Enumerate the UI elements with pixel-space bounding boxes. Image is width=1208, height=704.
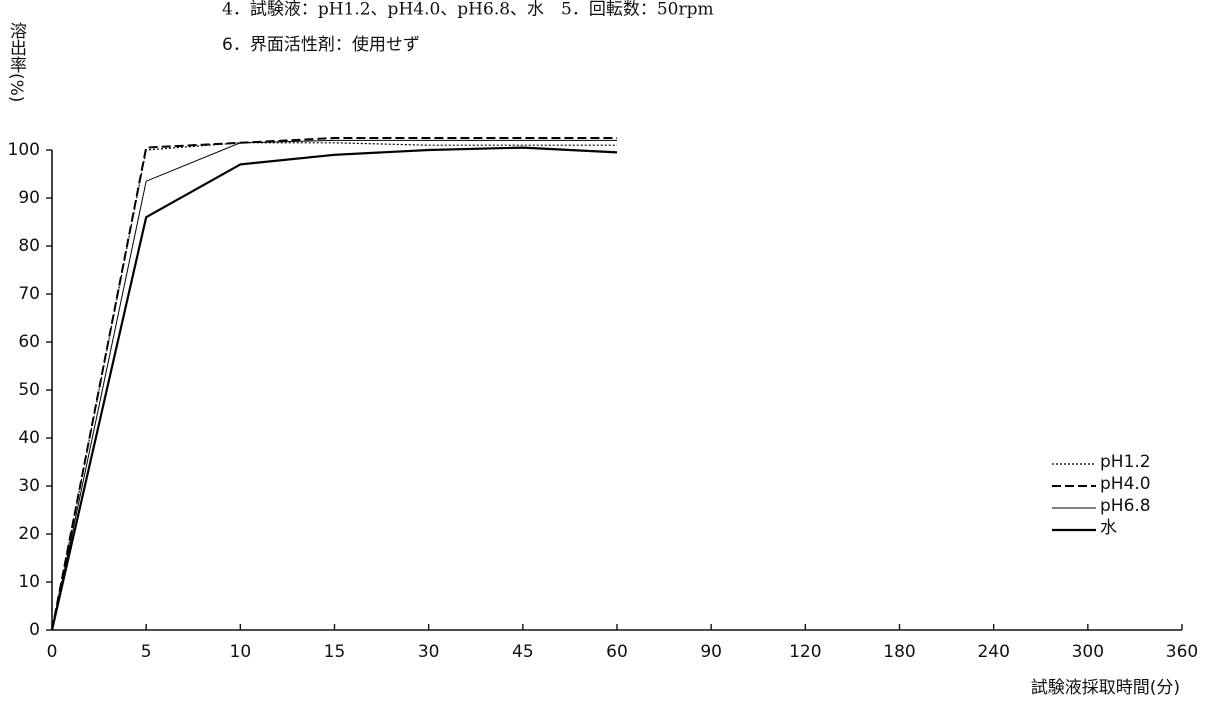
x-tick-label: 300 xyxy=(1072,642,1104,662)
legend-label: pH6.8 xyxy=(1100,496,1151,516)
y-tick-label: 0 xyxy=(29,620,40,640)
y-tick-label: 40 xyxy=(18,428,40,448)
y-tick-label: 20 xyxy=(18,524,40,544)
legend-label: 水 xyxy=(1100,518,1117,538)
note: 6．界面活性剤：使用せず xyxy=(222,34,420,55)
x-tick-label: 10 xyxy=(230,642,252,662)
y-tick-label: 50 xyxy=(18,380,40,400)
y-tick-label: 70 xyxy=(18,284,40,304)
x-tick-label: 5 xyxy=(141,642,152,662)
x-tick-label: 180 xyxy=(883,642,915,662)
x-tick-label: 45 xyxy=(512,642,534,662)
y-tick-label: 10 xyxy=(18,572,40,592)
y-tick-label: 100 xyxy=(8,140,40,160)
x-tick-label: 240 xyxy=(977,642,1009,662)
x-tick-label: 360 xyxy=(1166,642,1198,662)
y-tick-label: 60 xyxy=(18,332,40,352)
x-axis-label: 試験液採取時間(分) xyxy=(1031,678,1180,698)
y-tick-label: 80 xyxy=(18,236,40,256)
x-tick-label: 120 xyxy=(789,642,821,662)
series-line xyxy=(51,142,617,631)
series-line xyxy=(51,137,617,631)
legend-label: pH1.2 xyxy=(1100,452,1151,472)
series-line xyxy=(50,146,618,631)
y-tick-label: 90 xyxy=(18,188,40,208)
x-tick-label: 15 xyxy=(324,642,346,662)
x-tick-label: 90 xyxy=(700,642,722,662)
series-line xyxy=(51,139,617,631)
x-tick-label: 60 xyxy=(606,642,628,662)
y-axis-label: 溶出率(%) xyxy=(6,22,27,102)
legend-label: pH4.0 xyxy=(1100,474,1151,494)
x-tick-label: 30 xyxy=(418,642,440,662)
note: 4．試験液：pH1.2、pH4.0、pH6.8、水 5．回転数：50rpm xyxy=(222,0,714,20)
x-tick-label: 0 xyxy=(47,642,58,662)
y-tick-label: 30 xyxy=(18,476,40,496)
